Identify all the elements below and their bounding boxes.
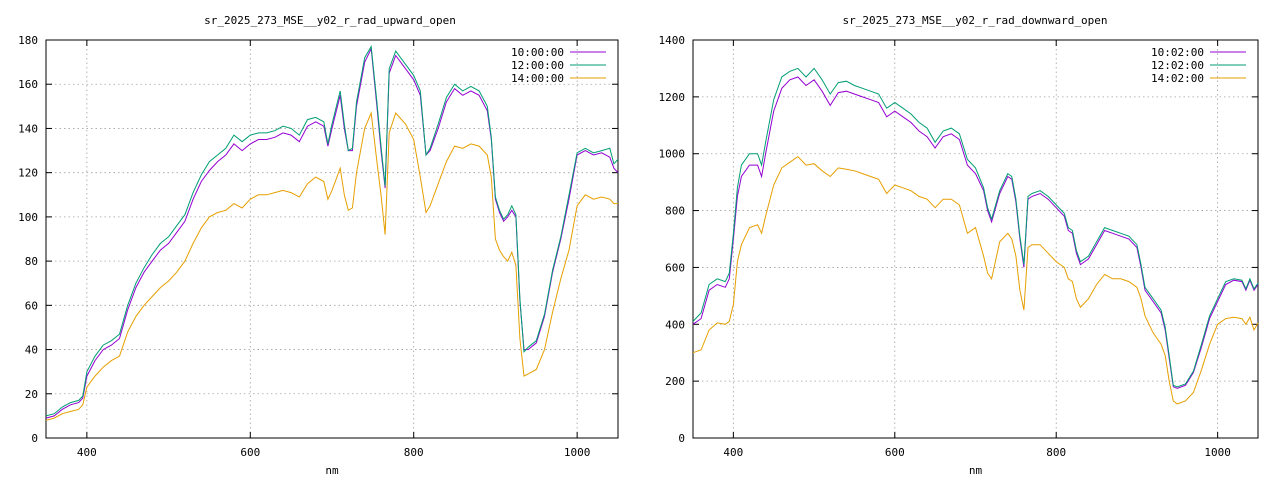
y-tick-label: 600 bbox=[665, 261, 685, 274]
series-line-140000 bbox=[45, 111, 618, 421]
x-tick-label: 400 bbox=[77, 446, 97, 459]
legend-label: 10:02:00 bbox=[1151, 46, 1204, 59]
y-tick-label: 60 bbox=[25, 299, 38, 312]
y-tick-label: 1000 bbox=[659, 148, 686, 161]
legend-label: 14:02:00 bbox=[1151, 72, 1204, 85]
legend-label: 12:02:00 bbox=[1151, 59, 1204, 72]
series-line-100200 bbox=[692, 76, 1259, 389]
x-axis-label: nm bbox=[969, 464, 983, 477]
series-line-100000 bbox=[45, 46, 619, 419]
y-tick-label: 0 bbox=[678, 432, 685, 445]
series-line-120200 bbox=[692, 67, 1259, 388]
y-tick-label: 1400 bbox=[659, 34, 686, 47]
y-tick-label: 1200 bbox=[659, 91, 686, 104]
x-tick-label: 400 bbox=[723, 446, 743, 459]
plot-frame bbox=[692, 39, 1259, 439]
x-tick-label: 1000 bbox=[1204, 446, 1231, 459]
x-tick-label: 800 bbox=[1046, 446, 1066, 459]
x-tick-label: 800 bbox=[404, 446, 424, 459]
x-tick-label: 600 bbox=[885, 446, 905, 459]
y-tick-label: 800 bbox=[665, 205, 685, 218]
y-tick-label: 200 bbox=[665, 375, 685, 388]
y-tick-label: 140 bbox=[18, 122, 38, 135]
chart-title: sr_2025_273_MSE__y02_r_rad_upward_open bbox=[204, 14, 456, 27]
y-tick-label: 120 bbox=[18, 167, 38, 180]
chart-title: sr_2025_273_MSE__y02_r_rad_downward_open bbox=[843, 14, 1108, 27]
x-axis-label: nm bbox=[325, 464, 339, 477]
legend-label: 10:00:00 bbox=[511, 46, 564, 59]
y-tick-label: 160 bbox=[18, 78, 38, 91]
y-tick-label: 100 bbox=[18, 211, 38, 224]
chart-downward-radiance: 400 600 800 1000 0 200 400 600 800 1000 1200 1400 sr… bbox=[659, 14, 1259, 477]
chart-upward-radiance: 400 600 800 1000 0 20 40 60 80 100 120 140 160 180 sr_… bbox=[18, 14, 619, 477]
y-tick-label: 180 bbox=[18, 34, 38, 47]
series-line-140200 bbox=[692, 155, 1259, 405]
x-tick-label: 600 bbox=[240, 446, 260, 459]
y-tick-label: 20 bbox=[25, 388, 38, 401]
y-tick-label: 400 bbox=[665, 318, 685, 331]
legend-label: 14:00:00 bbox=[511, 72, 564, 85]
series-line-120000 bbox=[45, 45, 619, 417]
legend-label: 12:00:00 bbox=[511, 59, 564, 72]
y-tick-label: 0 bbox=[31, 432, 38, 445]
y-tick-label: 40 bbox=[25, 344, 38, 357]
x-tick-label: 1000 bbox=[564, 446, 591, 459]
plot-frame bbox=[45, 39, 619, 439]
y-tick-label: 80 bbox=[25, 255, 38, 268]
